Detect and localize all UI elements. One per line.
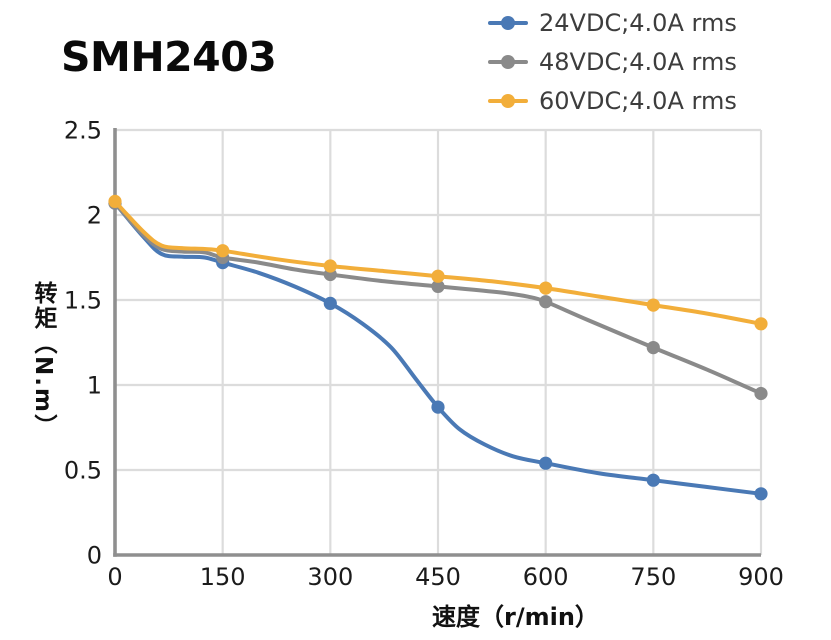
x-tick-label: 900 [738,563,784,591]
data-point-marker [754,386,768,401]
legend-label-60vdc: 60VDC;4.0A rms [539,86,737,115]
legend-label-48vdc: 48VDC;4.0A rms [539,47,737,76]
data-point-marker [539,456,553,470]
x-tick-label: 150 [200,563,246,591]
series-line [113,199,763,326]
legend-dot-icon [501,54,515,69]
data-point-marker [646,473,660,487]
legend-marker-48vdc-icon [488,54,528,69]
data-point-marker [431,279,445,293]
x-tick-label: 300 [307,563,353,591]
x-tick-label: 450 [415,563,461,591]
x-tick-label: 0 [107,563,122,591]
x-tick-label: 600 [523,563,569,591]
data-point-marker [646,341,660,355]
x-tick-label: 750 [630,563,676,591]
data-point-marker [539,281,553,295]
legend-dot-icon [501,93,515,108]
y-tick-label: 0 [87,542,102,570]
legend-item-60vdc: 60VDC;4.0A rms [488,81,737,120]
x-axis-title: 速度（r/min） [432,603,599,631]
y-tick-label: 0.5 [64,457,102,485]
series-line [113,201,763,396]
data-point-marker [108,194,122,208]
data-point-marker [539,295,553,309]
y-tick-label: 1 [87,372,102,400]
legend-item-24vdc: 24VDC;4.0A rms [488,3,737,42]
data-point-marker [323,259,337,273]
legend-marker-24vdc-icon [488,15,528,30]
legend-label-24vdc: 24VDC;4.0A rms [539,8,737,37]
y-axis-title: 转矩（N.m） [30,281,56,439]
data-point-marker [754,317,768,331]
data-point-marker [754,487,768,501]
gridlines [115,128,763,555]
y-tick-label: 2.5 [64,117,102,145]
tick-labels: 0 0.5 1 1.5 2 2.5 0 150 300 450 600 750 900 [64,117,784,592]
data-point-marker [431,269,445,283]
y-tick-label: 2 [87,202,102,230]
legend-marker-60vdc-icon [488,93,528,108]
legend-dot-icon [501,15,515,30]
data-point-marker [216,244,230,258]
data-point-marker [646,298,660,312]
data-point-marker [323,296,337,310]
page-title: SMH2403 [61,33,277,81]
data-point-marker [431,400,445,414]
series-line [113,201,763,496]
legend: 24VDC;4.0A rms 48VDC;4.0A rms 60VDC;4.0A… [488,3,737,120]
legend-item-48vdc: 48VDC;4.0A rms [488,42,737,81]
series-60vdc [108,194,768,331]
y-tick-label: 1.5 [64,287,102,315]
